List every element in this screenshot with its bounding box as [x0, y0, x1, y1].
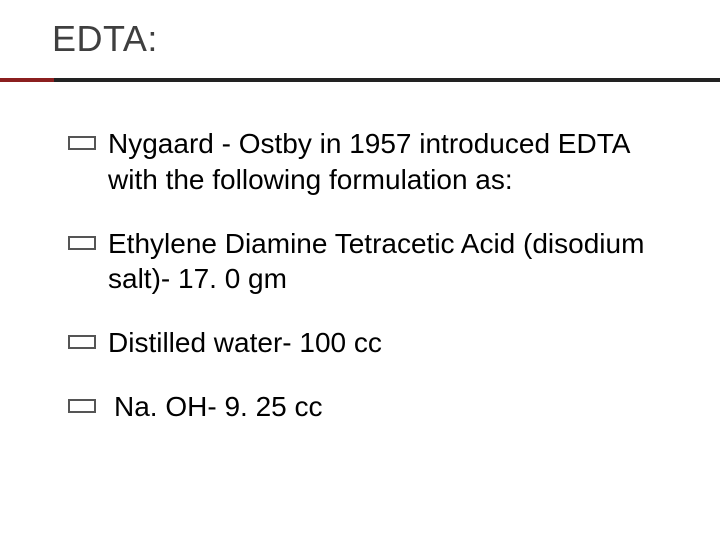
divider-main: [54, 78, 720, 82]
bullet-icon: [68, 335, 96, 349]
list-item: Nygaard - Ostby in 1957 introduced EDTA …: [68, 126, 660, 198]
item-text: Nygaard - Ostby in 1957 introduced EDTA …: [108, 126, 660, 198]
divider-accent: [0, 78, 54, 82]
item-text: Na. OH- 9. 25 cc: [114, 389, 323, 425]
list-item: Ethylene Diamine Tetracetic Acid (disodi…: [68, 226, 660, 298]
item-text: Distilled water- 100 cc: [108, 325, 382, 361]
bullet-icon: [68, 136, 96, 150]
slide-title: EDTA:: [52, 18, 720, 60]
bullet-icon: [68, 236, 96, 250]
content-area: Nygaard - Ostby in 1957 introduced EDTA …: [0, 82, 720, 425]
list-item: Na. OH- 9. 25 cc: [68, 389, 660, 425]
item-text: Ethylene Diamine Tetracetic Acid (disodi…: [108, 226, 660, 298]
title-area: EDTA:: [0, 0, 720, 60]
bullet-icon: [68, 399, 96, 413]
list-item: Distilled water- 100 cc: [68, 325, 660, 361]
slide: EDTA: Nygaard - Ostby in 1957 introduced…: [0, 0, 720, 540]
divider-rule: [0, 78, 720, 82]
